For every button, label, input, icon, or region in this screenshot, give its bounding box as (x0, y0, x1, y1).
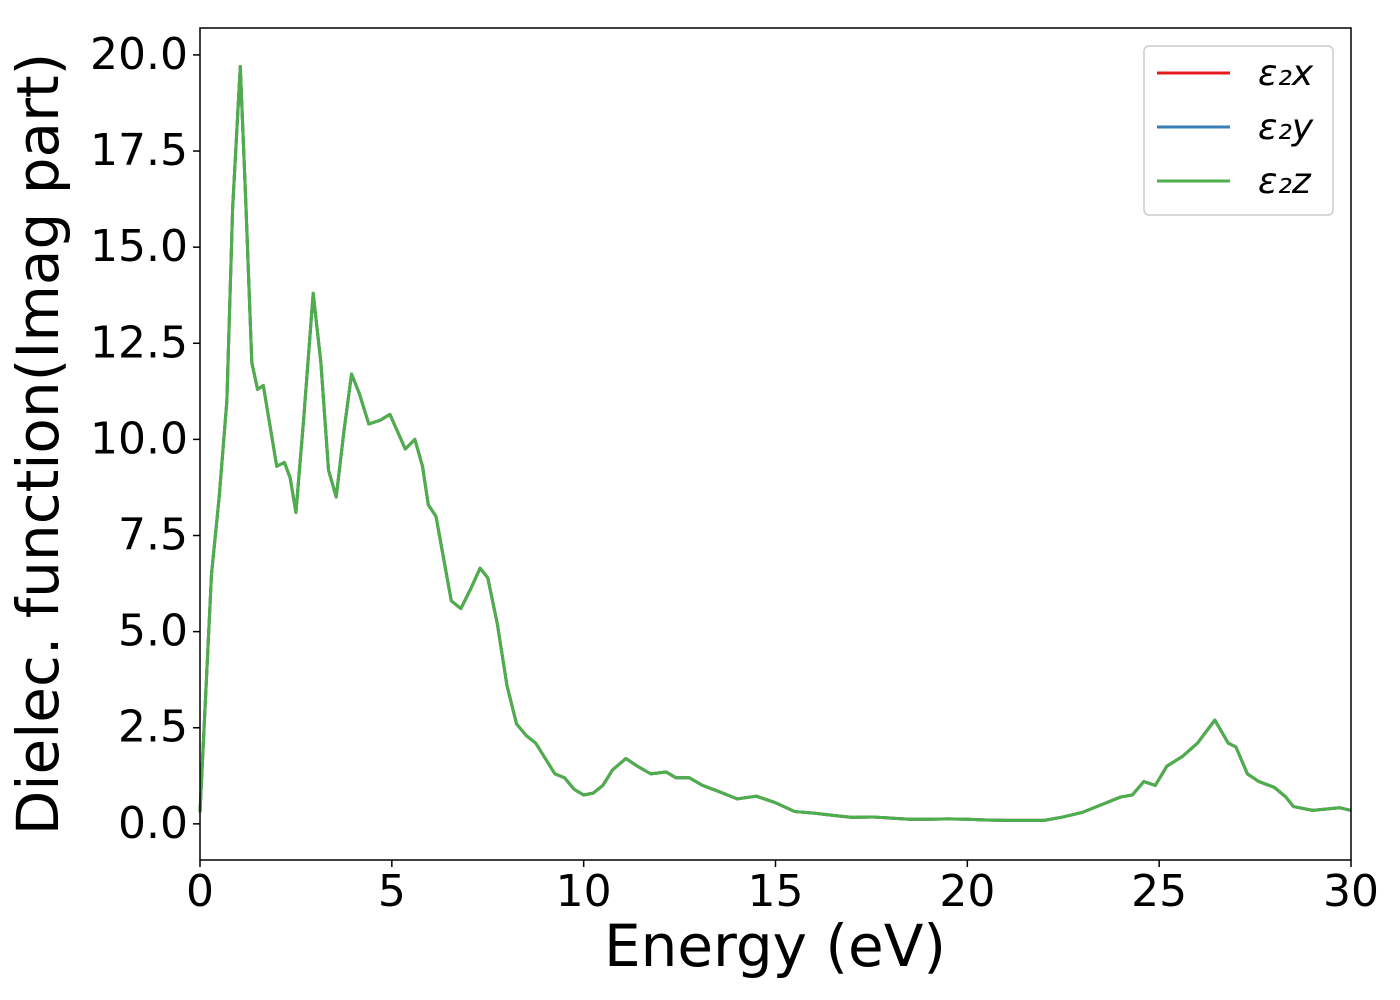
legend-box (1143, 45, 1334, 216)
y-tick-label: 10.0 (90, 413, 188, 464)
legend-label: ε₂y (1258, 107, 1314, 148)
y-tick-label: 5.0 (118, 606, 188, 657)
x-tick-label: 25 (1131, 866, 1187, 917)
legend-label: ε₂z (1258, 161, 1312, 202)
x-axis-label: Energy (eV) (604, 912, 946, 980)
legend-label: ε₂x (1258, 53, 1314, 94)
x-tick-label: 5 (378, 866, 406, 917)
x-tick-label: 20 (939, 866, 995, 917)
plot-frame (199, 27, 1352, 861)
y-tick-label: 7.5 (118, 510, 188, 561)
y-tick-label: 15.0 (90, 221, 188, 272)
y-axis-label: Dielec. function(Imag part) (4, 53, 72, 836)
y-tick-label: 0.0 (118, 798, 188, 849)
y-tick-label: 12.5 (90, 317, 188, 368)
x-tick-label: 0 (186, 866, 214, 917)
y-tick-label: 17.5 (90, 125, 188, 176)
x-tick-label: 30 (1323, 866, 1379, 917)
x-tick-label: 15 (748, 866, 804, 917)
series-line (198, 64, 1352, 822)
x-tick-label: 10 (556, 866, 612, 917)
y-tick-label: 20.0 (90, 29, 188, 80)
y-tick-label: 2.5 (118, 702, 188, 753)
